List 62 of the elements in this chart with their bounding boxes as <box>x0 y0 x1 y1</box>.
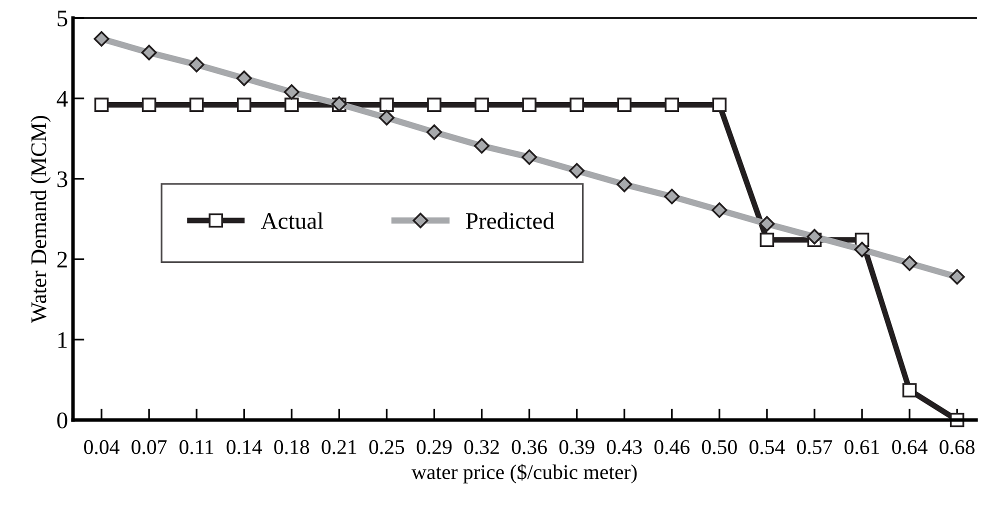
y-tick-label: 1 <box>58 332 67 348</box>
point <box>284 84 300 100</box>
x-tick-label: 0.25 <box>369 440 404 454</box>
x-tick-label: 0.14 <box>226 440 262 454</box>
y-tick-label: 5 <box>58 10 68 26</box>
point <box>236 98 252 112</box>
point <box>664 98 680 112</box>
point <box>426 124 442 140</box>
point <box>427 98 442 112</box>
point <box>854 242 870 258</box>
point <box>94 31 110 47</box>
point <box>570 98 584 112</box>
y-tick-label: 3 <box>57 171 68 188</box>
y-axis-title: Water Demand (MCM) <box>30 116 51 323</box>
point <box>189 98 204 112</box>
point <box>378 110 394 126</box>
x-tick-label: 0.61 <box>844 440 879 454</box>
x-tick-label: 0.43 <box>606 440 642 454</box>
point <box>712 98 727 112</box>
legend-label: Actual <box>260 212 324 229</box>
point <box>474 138 490 154</box>
x-tick-label: 0.29 <box>416 440 452 454</box>
point <box>759 216 775 232</box>
x-tick-label: 0.46 <box>654 440 690 454</box>
point <box>284 98 299 112</box>
point <box>522 149 538 165</box>
point <box>616 176 632 192</box>
point <box>949 269 965 285</box>
point <box>522 98 536 112</box>
x-tick-label: 0.39 <box>559 440 594 454</box>
point <box>902 255 918 271</box>
x-tick-label: 0.32 <box>464 440 499 454</box>
point <box>236 70 252 86</box>
x-tick-label: 0.18 <box>274 440 310 454</box>
point <box>188 56 204 72</box>
point <box>902 383 917 398</box>
x-tick-label: 0.04 <box>84 440 120 454</box>
point <box>806 228 822 244</box>
legend-label: Predicted <box>466 212 554 229</box>
point <box>760 232 774 248</box>
point <box>94 98 109 112</box>
x-tick-label: 0.07 <box>132 440 167 454</box>
point <box>142 98 156 112</box>
x-tick-label: 0.50 <box>702 440 737 454</box>
point <box>617 98 632 112</box>
point <box>664 188 680 204</box>
point <box>712 202 728 218</box>
y-tick-label: 4 <box>56 91 68 107</box>
point <box>474 98 489 112</box>
point <box>569 162 585 179</box>
x-tick-label: 0.36 <box>512 440 547 454</box>
point <box>141 44 157 60</box>
x-axis-title: water price ($/cubic meter) <box>411 464 637 484</box>
x-tick-label: 0.21 <box>322 440 356 454</box>
x-tick-label: 0.11 <box>180 440 214 454</box>
y-tick-label: 0 <box>57 412 68 428</box>
x-tick-label: 0.64 <box>892 440 928 454</box>
x-tick-label: 0.54 <box>750 440 785 454</box>
x-tick-label: 0.57 <box>797 440 832 454</box>
point <box>380 98 394 112</box>
x-tick-label: 0.68 <box>940 440 975 454</box>
y-tick-label: 2 <box>57 252 67 268</box>
